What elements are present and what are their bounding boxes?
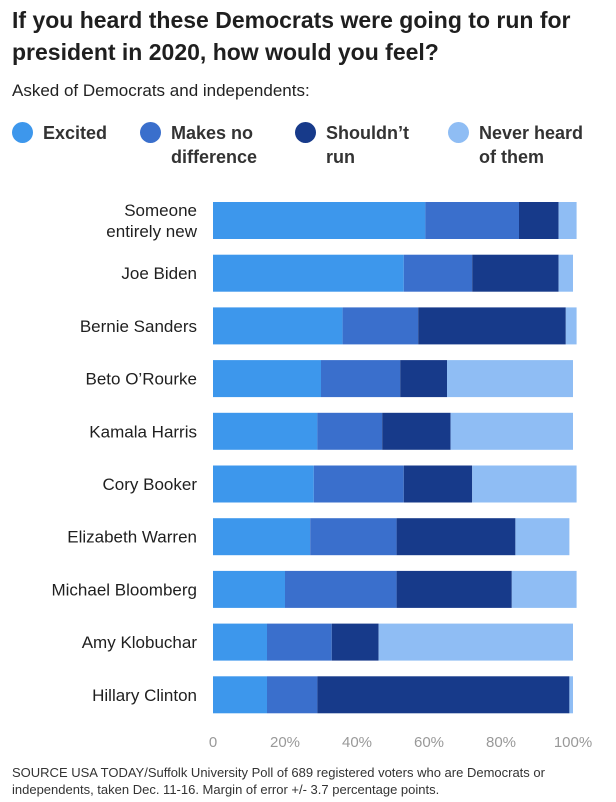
- chart-title: If you heard these Democrats were going …: [12, 7, 571, 65]
- x-tick-label-100: 100%: [554, 734, 592, 751]
- category-label-line: Cory Booker: [103, 475, 198, 494]
- bar-segment-hillary-clinton-excited: [213, 676, 267, 714]
- x-tick-label-0: 0: [209, 734, 217, 751]
- category-label-cory-booker: Cory Booker: [103, 475, 198, 494]
- bar-segment-michael-bloomberg-makes-no-difference: [285, 570, 397, 608]
- bar-segment-joe-biden-makes-no-difference: [403, 254, 473, 292]
- bar-segment-hillary-clinton-never-heard: [569, 676, 573, 714]
- category-label-line: Elizabeth Warren: [67, 528, 197, 547]
- legend-swatch-makes-no-difference: [140, 122, 161, 143]
- legend-label-never-heard: Never heard of them: [479, 121, 583, 169]
- bar-segment-beto-orourke-never-heard: [447, 360, 573, 398]
- legend-label-shouldnt-run: Shouldn’t run: [326, 121, 409, 169]
- bar-segment-bernie-sanders-makes-no-difference: [342, 307, 419, 345]
- bar-segment-cory-booker-makes-no-difference: [313, 465, 404, 503]
- category-label-hillary-clinton: Hillary Clinton: [92, 686, 197, 705]
- bar-segment-kamala-harris-shouldnt-run: [382, 412, 451, 450]
- x-tick-label-40: 40%: [342, 734, 372, 751]
- x-tick-label-60: 60%: [414, 734, 444, 751]
- category-label-amy-klobuchar: Amy Klobuchar: [82, 633, 198, 652]
- category-label-line: Michael Bloomberg: [51, 580, 197, 599]
- bar-segment-kamala-harris-excited: [213, 412, 318, 450]
- legend-item-makes-no-difference: Makes no difference: [140, 121, 257, 169]
- stacked-bar-chart: Someone entirely new Joe Biden Bernie Sande…: [51, 201, 592, 751]
- bar-segment-elizabeth-warren-makes-no-difference: [310, 518, 397, 556]
- category-label-bernie-sanders: Bernie Sanders: [80, 317, 197, 336]
- bar-segment-amy-klobuchar-excited: [213, 623, 267, 661]
- bar-segment-beto-orourke-excited: [213, 360, 321, 398]
- legend-swatch-shouldnt-run: [295, 122, 316, 143]
- bar-segment-michael-bloomberg-excited: [213, 570, 285, 608]
- bar-segment-michael-bloomberg-never-heard: [511, 570, 577, 608]
- bar-segment-amy-klobuchar-makes-no-difference: [267, 623, 332, 661]
- bar-segment-bernie-sanders-shouldnt-run: [418, 307, 566, 345]
- bar-segment-hillary-clinton-makes-no-difference: [267, 676, 318, 714]
- chart-subtitle: Asked of Democrats and independents:: [12, 81, 310, 100]
- bar-segment-cory-booker-shouldnt-run: [403, 465, 473, 503]
- bar-segment-someone-entirely-new-shouldnt-run: [519, 202, 559, 239]
- bar-segment-joe-biden-never-heard: [558, 254, 573, 292]
- bar-segment-bernie-sanders-never-heard: [565, 307, 577, 345]
- legend-label-makes-no-difference-line2: difference: [171, 147, 258, 167]
- bar-segment-someone-entirely-new-makes-no-difference: [425, 202, 519, 239]
- bar-segment-hillary-clinton-shouldnt-run: [317, 676, 570, 714]
- category-label-line: Someone: [124, 201, 197, 220]
- legend-label-makes-no-difference: Makes no difference: [171, 121, 257, 169]
- bar-segment-cory-booker-never-heard: [472, 465, 577, 503]
- category-label-line: Bernie Sanders: [80, 317, 197, 336]
- legend-label-excited-line1: Excited: [43, 123, 108, 143]
- bar-segment-joe-biden-shouldnt-run: [472, 254, 559, 292]
- bar-segment-michael-bloomberg-shouldnt-run: [396, 570, 512, 608]
- bar-segment-elizabeth-warren-shouldnt-run: [396, 518, 516, 556]
- category-label-kamala-harris: Kamala Harris: [89, 422, 197, 441]
- bar-segment-beto-orourke-makes-no-difference: [321, 360, 401, 398]
- category-label-line: Amy Klobuchar: [82, 633, 198, 652]
- legend-label-never-heard-line2: of them: [479, 147, 544, 167]
- legend-label-makes-no-difference-line1: Makes no: [171, 123, 254, 143]
- legend-item-never-heard: Never heard of them: [448, 121, 583, 169]
- category-label-line: Beto O’Rourke: [86, 370, 198, 389]
- bar-segment-amy-klobuchar-shouldnt-run: [331, 623, 379, 661]
- legend-label-shouldnt-run-line2: run: [326, 147, 355, 167]
- legend-swatch-never-heard: [448, 122, 469, 143]
- bar-segment-kamala-harris-never-heard: [450, 412, 573, 450]
- bar-segment-amy-klobuchar-never-heard: [378, 623, 573, 661]
- category-label-line: entirely new: [106, 222, 197, 241]
- category-label-elizabeth-warren: Elizabeth Warren: [67, 528, 197, 547]
- legend-label-never-heard-line1: Never heard: [479, 123, 584, 143]
- legend-label-excited: Excited: [43, 121, 107, 145]
- bar-segment-someone-entirely-new-excited: [213, 202, 426, 239]
- category-label-line: Joe Biden: [121, 264, 197, 283]
- bar-segment-someone-entirely-new-never-heard: [558, 202, 577, 239]
- source-note: SOURCE USA TODAY/Suffolk University Poll…: [12, 765, 545, 797]
- bar-segment-joe-biden-excited: [213, 254, 404, 292]
- legend-item-shouldnt-run: Shouldn’t run: [295, 121, 409, 169]
- category-label-joe-biden: Joe Biden: [121, 264, 197, 283]
- category-label-michael-bloomberg: Michael Bloomberg: [51, 580, 197, 599]
- category-label-someone-entirely-new: Someone entirely new: [106, 201, 197, 241]
- bar-segment-cory-booker-excited: [213, 465, 314, 503]
- bar-segment-beto-orourke-shouldnt-run: [400, 360, 447, 398]
- legend-label-shouldnt-run-line1: Shouldn’t: [326, 123, 409, 143]
- category-label-line: Hillary Clinton: [92, 686, 197, 705]
- category-label-line: Kamala Harris: [89, 422, 197, 441]
- legend-swatch-excited: [12, 122, 33, 143]
- x-tick-label-20: 20%: [270, 734, 300, 751]
- bar-segment-elizabeth-warren-never-heard: [515, 518, 570, 556]
- x-tick-label-80: 80%: [486, 734, 516, 751]
- legend-item-excited: Excited: [12, 121, 107, 145]
- category-label-beto-orourke: Beto O’Rourke: [86, 370, 198, 389]
- bar-segment-elizabeth-warren-excited: [213, 518, 311, 556]
- bar-segment-bernie-sanders-excited: [213, 307, 343, 345]
- bar-segment-kamala-harris-makes-no-difference: [317, 412, 383, 450]
